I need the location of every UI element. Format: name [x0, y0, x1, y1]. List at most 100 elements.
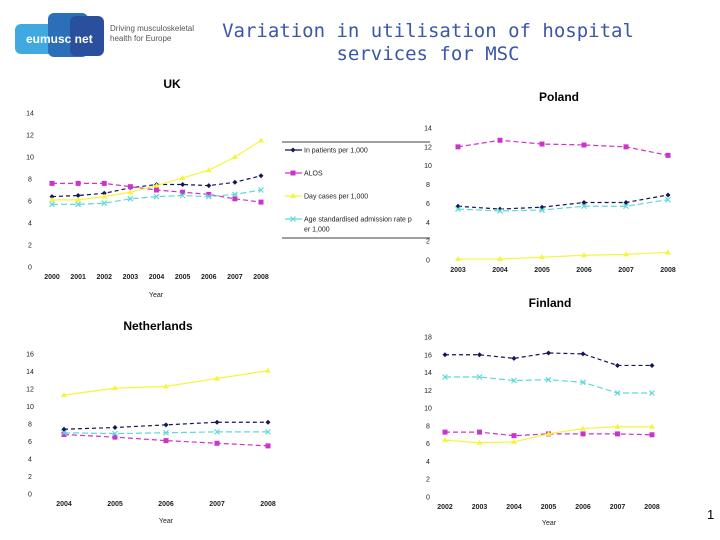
data-point	[205, 167, 212, 173]
data-point	[153, 182, 160, 188]
series-line-2	[63, 433, 269, 447]
data-point	[75, 193, 81, 198]
data-point	[127, 195, 134, 202]
data-point	[258, 187, 264, 193]
x-tick-label: 2003	[450, 267, 466, 274]
x-tick-label: 2002	[96, 274, 112, 281]
data-point	[214, 428, 220, 435]
data-point	[258, 137, 264, 143]
legend-marker	[290, 193, 296, 198]
x-tick-label: 2006	[201, 274, 217, 281]
data-point	[623, 251, 629, 257]
data-point	[153, 193, 160, 200]
data-point	[497, 256, 503, 262]
data-point	[455, 206, 461, 213]
series-line-2	[457, 139, 669, 156]
series-line-4	[457, 199, 669, 212]
y-tick-label: 14	[26, 369, 34, 376]
data-point	[206, 191, 212, 197]
y-tick-label: 8	[28, 422, 32, 429]
series-line-1	[63, 421, 268, 430]
y-tick-label: 0	[28, 265, 32, 272]
data-point	[442, 352, 448, 358]
legend-marker	[290, 170, 296, 176]
data-point	[581, 203, 587, 210]
data-point	[623, 203, 629, 210]
data-point	[61, 426, 67, 432]
data-point	[614, 423, 621, 429]
x-tick-label: 2006	[576, 267, 592, 274]
data-point	[649, 423, 655, 429]
data-point	[614, 390, 621, 396]
logo-tagline: Driving musculoskeletal health for Europ…	[110, 24, 195, 43]
data-point	[49, 180, 55, 186]
y-tick-label: 14	[26, 111, 34, 118]
legend-label: er 1,000	[304, 227, 330, 234]
x-axis-label: Year	[159, 518, 174, 525]
y-tick-label: 12	[26, 387, 34, 394]
data-point	[61, 432, 67, 437]
y-tick-label: 4	[28, 221, 32, 228]
data-point	[511, 377, 517, 384]
legend-label: In patients per 1,000	[304, 148, 368, 155]
data-point	[665, 196, 671, 203]
y-tick-label: 10	[424, 163, 432, 170]
data-point	[615, 431, 620, 437]
x-tick-label: 2005	[107, 501, 123, 508]
y-tick-label: 2	[426, 477, 430, 484]
data-point	[511, 355, 517, 361]
data-point	[665, 249, 671, 255]
data-point	[231, 191, 238, 198]
x-tick-label: 2001	[70, 274, 86, 281]
data-point	[581, 142, 587, 148]
data-point	[49, 201, 55, 208]
y-tick-label: 2	[426, 239, 430, 246]
data-point	[214, 440, 220, 446]
x-tick-label: 2005	[175, 274, 191, 281]
x-tick-label: 2003	[123, 274, 139, 281]
data-point	[101, 180, 107, 186]
y-tick-label: 0	[28, 492, 32, 499]
data-point	[163, 422, 169, 428]
data-point	[546, 350, 551, 356]
y-tick-label: 10	[26, 155, 34, 162]
data-point	[61, 429, 67, 436]
data-point	[545, 430, 552, 436]
legend-label: ALOS	[304, 171, 323, 178]
series-line-3	[63, 370, 269, 396]
y-tick-label: 10	[26, 404, 34, 411]
x-tick-label: 2006	[158, 501, 174, 508]
y-tick-label: 12	[26, 133, 34, 140]
legend-marker	[290, 147, 296, 153]
chart-title: Finland	[529, 296, 572, 310]
x-tick-label: 2008	[660, 267, 676, 274]
y-tick-label: 12	[424, 388, 432, 395]
y-tick-label: 16	[424, 352, 432, 359]
x-tick-label: 2007	[227, 274, 243, 281]
y-tick-label: 14	[424, 126, 432, 133]
data-point	[49, 194, 55, 200]
data-point	[615, 362, 620, 368]
x-tick-label: 2003	[472, 504, 488, 511]
x-tick-label: 2000	[44, 274, 60, 281]
y-tick-label: 8	[28, 177, 32, 184]
logo-text: eumusc net	[26, 32, 93, 46]
y-tick-label: 4	[426, 459, 430, 466]
data-point	[154, 187, 159, 193]
data-point	[214, 375, 220, 381]
data-point	[112, 385, 118, 391]
y-tick-label: 8	[426, 423, 430, 430]
x-tick-label: 2004	[56, 501, 72, 508]
data-point	[258, 199, 264, 205]
slide-title: Variation in utilisation of hospital ser…	[222, 20, 634, 65]
x-tick-label: 2007	[618, 267, 634, 274]
x-tick-label: 2005	[534, 267, 550, 274]
x-tick-label: 2005	[541, 504, 557, 511]
series-line-3	[458, 251, 669, 260]
chart-title: UK	[163, 77, 181, 91]
x-tick-label: 2004	[149, 274, 165, 281]
data-point	[511, 433, 517, 439]
x-tick-label: 2007	[209, 501, 225, 508]
y-tick-label: 4	[426, 220, 430, 227]
data-point	[101, 193, 108, 199]
